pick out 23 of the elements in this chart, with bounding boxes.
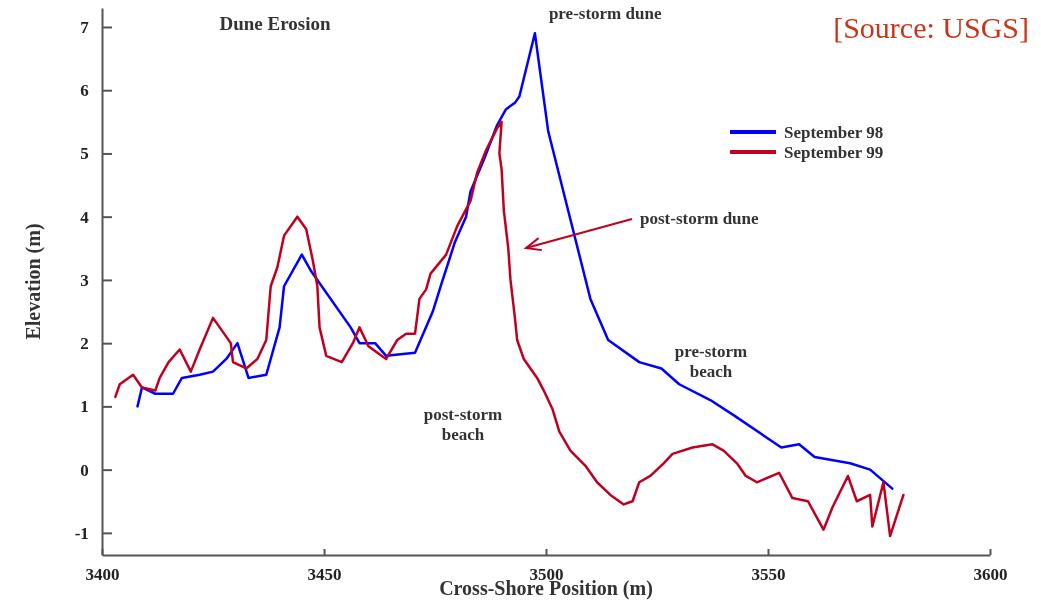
x-tick-label: 3400 — [85, 565, 120, 585]
x-tick-label: 3550 — [751, 565, 786, 585]
annotation: pre-storm dune — [548, 4, 662, 24]
annotation: post-storm dune — [640, 209, 759, 228]
annotation: post-storm beach — [423, 405, 503, 445]
y-axis-title: Elevation (m) — [22, 223, 45, 340]
y-tick-label: 6 — [80, 81, 89, 101]
y-tick-label: 1 — [80, 397, 89, 417]
y-tick-label: 3 — [80, 270, 89, 290]
y-tick-label: -1 — [74, 523, 89, 543]
annotation: [Source: USGS] — [833, 11, 1029, 44]
chart-title: Dune Erosion — [219, 13, 331, 34]
legend-label: September 98 — [784, 123, 884, 142]
annotation: pre-storm beach — [674, 342, 748, 382]
y-tick-label: 4 — [80, 207, 90, 227]
y-tick-label: 7 — [80, 17, 90, 37]
y-tick-label: 2 — [80, 334, 89, 354]
x-tick-label: 3450 — [307, 565, 342, 585]
line-series — [114, 120, 905, 538]
y-tick-label: 0 — [80, 460, 89, 480]
legend-label: September 99 — [784, 143, 884, 162]
y-tick-label: 5 — [80, 144, 89, 164]
x-tick-label: 3600 — [973, 565, 1008, 585]
